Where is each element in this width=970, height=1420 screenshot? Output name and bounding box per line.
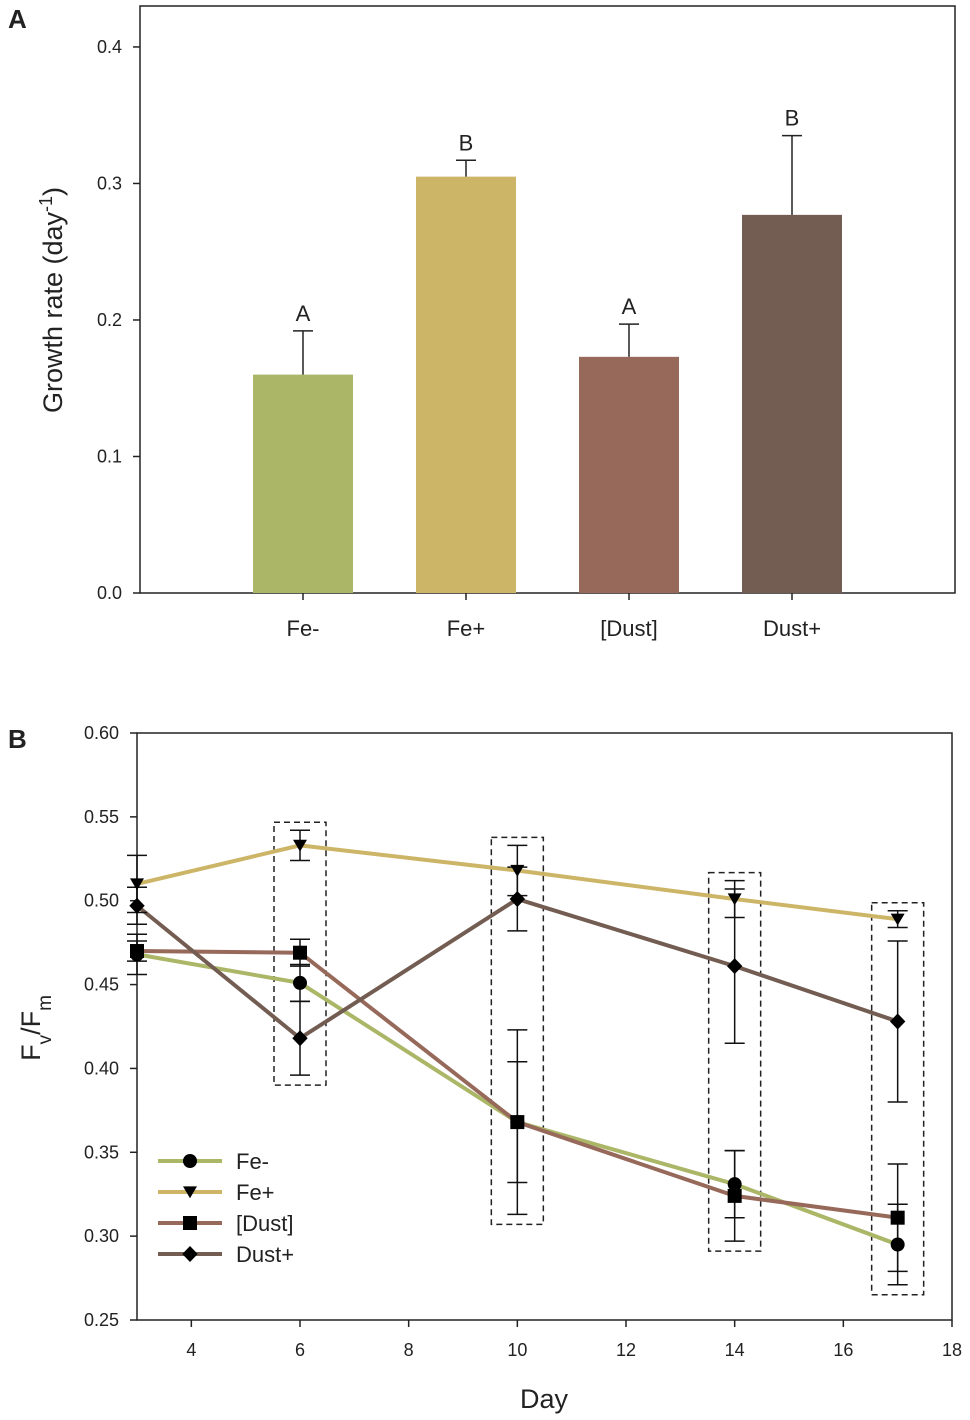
- panel-a-y-title-main: Growth rate (day: [38, 211, 68, 413]
- x-tick-label: 6: [295, 1340, 305, 1360]
- data-point-Dust+: [292, 1030, 308, 1047]
- data-point-Fe-: [293, 975, 307, 990]
- panel-b: B 0.25 0.30 0.35 0.40 0.45 0.50 0.55 0.60 4 6 8 10…: [8, 723, 962, 1414]
- data-point-Dust+: [129, 897, 145, 914]
- legend-label: Fe+: [236, 1180, 275, 1205]
- y-tick-label: 0.25: [84, 1310, 119, 1330]
- data-point-[Dust]: [727, 1188, 742, 1203]
- panel-b-label: B: [8, 724, 27, 754]
- panel-a-y-axis-title: Growth rate (day-1): [36, 187, 68, 413]
- panel-b-y-title-sub-v: v: [35, 1034, 56, 1044]
- x-tick-label: 4: [186, 1340, 196, 1360]
- x-tick-label: 10: [507, 1340, 527, 1360]
- data-point-Dust+: [889, 1013, 906, 1030]
- y-tick-label: 0.3: [97, 173, 122, 193]
- panel-a-y-axis: 0.0 0.1 0.2 0.3 0.4: [97, 37, 140, 603]
- category-label: Dust+: [763, 616, 821, 641]
- significance-label: B: [459, 130, 474, 155]
- legend-label: Fe-: [236, 1149, 269, 1174]
- highlight-box: [707, 871, 762, 1252]
- y-tick-label: 0.50: [84, 891, 119, 911]
- y-tick-label: 0.30: [84, 1226, 119, 1246]
- bar-Fe-: [253, 374, 353, 593]
- bar-Dust+: [742, 214, 842, 593]
- significance-label: B: [785, 106, 800, 131]
- panel-a-x-axis: Fe- Fe+ [Dust] Dust+: [287, 593, 821, 641]
- panel-b-x-axis-title: Day: [520, 1384, 569, 1414]
- category-label: Fe-: [287, 616, 320, 641]
- x-tick-label: 12: [616, 1340, 636, 1360]
- data-point-Fe-: [727, 1177, 742, 1192]
- bar-Fe+: [416, 176, 516, 594]
- x-tick-label: 18: [942, 1340, 962, 1360]
- y-tick-label: 0.2: [97, 310, 122, 330]
- y-tick-label: 0.60: [84, 723, 119, 743]
- bar-[Dust]: [579, 356, 679, 593]
- panel-a-label: A: [8, 4, 27, 34]
- panel-b-y-title-sub-m: m: [35, 995, 56, 1011]
- panel-a: A 0.0 0.1 0.2 0.3 0.4 A B A B Fe- Fe+ [Dust] Dust+…: [8, 4, 956, 641]
- data-point-Fe+: [727, 893, 742, 906]
- y-tick-label: 0.55: [84, 807, 119, 827]
- y-tick-label: 0.1: [97, 446, 122, 466]
- panel-b-highlight-boxes: [273, 821, 925, 1296]
- data-point-Dust+: [509, 890, 526, 908]
- data-point-Fe+: [130, 878, 144, 891]
- panel-b-y-title-f: F: [16, 1044, 46, 1061]
- highlight-box: [273, 821, 327, 1086]
- data-point-[Dust]: [293, 945, 307, 960]
- highlight-box: [870, 902, 925, 1296]
- legend-marker-Fe-: [183, 1154, 197, 1168]
- panel-b-legend: Fe- Fe+ [Dust] Dust+: [158, 1149, 294, 1267]
- x-tick-label: 8: [404, 1340, 414, 1360]
- panel-a-bars: A B A B: [253, 106, 842, 594]
- legend-label: [Dust]: [236, 1211, 293, 1236]
- panel-b-y-title-slash: /F: [16, 1011, 46, 1035]
- y-tick-label: 0.4: [97, 37, 122, 57]
- data-point-Fe-: [890, 1237, 905, 1252]
- data-point-Fe+: [510, 864, 525, 877]
- panel-b-y-axis: 0.25 0.30 0.35 0.40 0.45 0.50 0.55 0.60: [84, 723, 137, 1330]
- legend-label: Dust+: [236, 1242, 294, 1267]
- panel-b-markers: [129, 839, 906, 1252]
- legend-marker-Dust+: [182, 1245, 198, 1263]
- legend-marker-Fe+: [183, 1186, 197, 1199]
- data-point-[Dust]: [510, 1115, 525, 1130]
- y-tick-label: 0.40: [84, 1058, 119, 1078]
- panel-b-y-axis-title: Fv/Fm: [16, 995, 56, 1061]
- category-label: [Dust]: [600, 616, 657, 641]
- y-tick-label: 0.35: [84, 1142, 119, 1162]
- legend-marker-[Dust]: [183, 1216, 197, 1230]
- data-point-[Dust]: [130, 944, 144, 959]
- data-point-Fe+: [890, 913, 905, 926]
- panel-a-plot-frame: [139, 5, 956, 594]
- panel-b-plot-frame: [136, 732, 953, 1321]
- panel-b-x-axis: 4 6 8 10 12 14 16 18: [186, 1320, 962, 1360]
- panel-a-y-title-close: ): [38, 187, 68, 196]
- category-label: Fe+: [447, 616, 486, 641]
- significance-label: A: [296, 301, 311, 326]
- x-tick-label: 14: [725, 1340, 745, 1360]
- x-tick-label: 16: [833, 1340, 853, 1360]
- significance-label: A: [622, 294, 637, 319]
- y-tick-label: 0.45: [84, 975, 119, 995]
- highlight-box: [490, 836, 545, 1226]
- panel-a-y-title-exponent: -1: [36, 196, 56, 212]
- data-point-Dust+: [726, 958, 743, 975]
- y-tick-label: 0.0: [97, 583, 122, 603]
- data-point-Fe+: [293, 839, 307, 852]
- data-point-[Dust]: [890, 1210, 905, 1225]
